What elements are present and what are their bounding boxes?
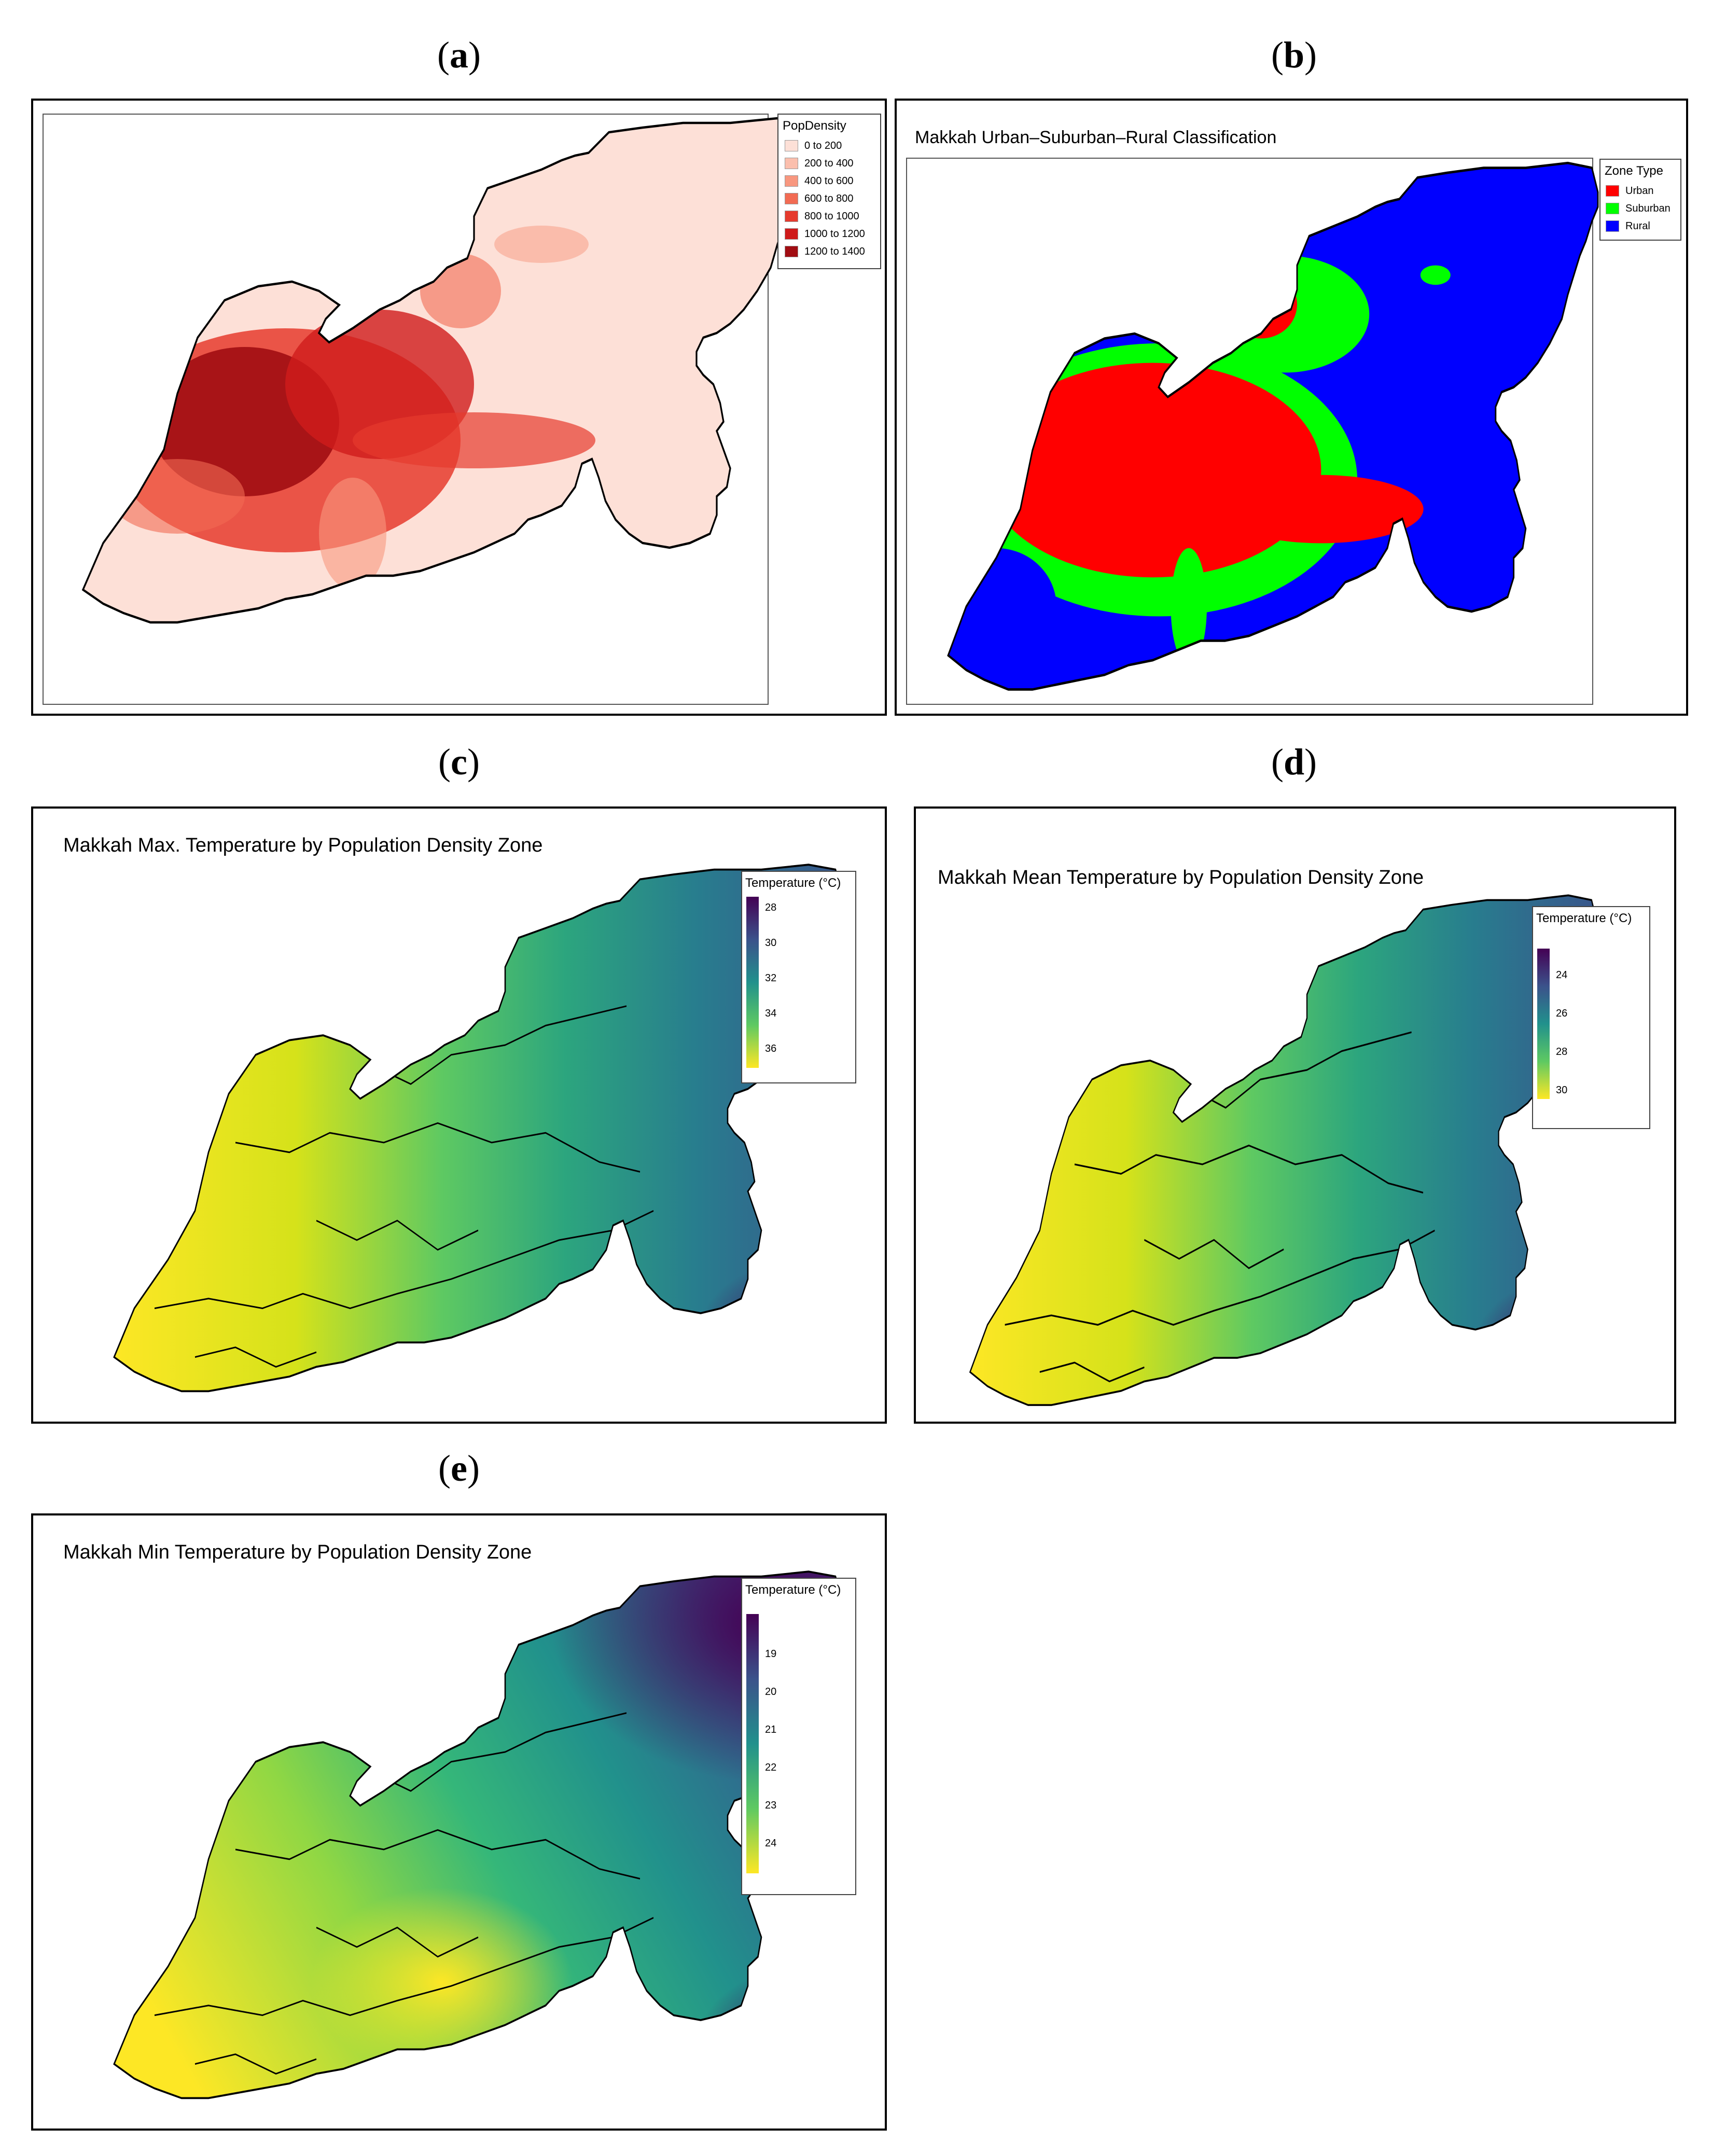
zone-legend-title: Zone Type [1605, 164, 1663, 178]
panel-c-title: Makkah Max. Temperature by Population De… [63, 834, 543, 856]
mean-temp-legend-title: Temperature (°C) [1536, 911, 1632, 925]
legend-swatch [1606, 220, 1619, 232]
panel-e-frame: Makkah Min Temperature by Population Den… [31, 1513, 887, 2131]
max-temperature-map [113, 864, 843, 1393]
max-temp-tick: 28 [759, 902, 777, 913]
min-temperature-map [113, 1570, 843, 2099]
panel-b-map-box [906, 158, 1593, 705]
legend-swatch [1606, 203, 1619, 214]
panel-letter-c: (c) [438, 741, 480, 783]
panel-d-title: Makkah Mean Temperature by Population De… [938, 867, 1424, 888]
popdensity-legend-item: 0 to 200 [785, 140, 842, 152]
max-temp-tick: 30 [759, 937, 777, 949]
min-temp-tick: 21 [759, 1724, 777, 1735]
max-temp-colorbar [746, 897, 759, 1068]
mean-temp-legend: Temperature (°C) 24 26 28 30 [1532, 906, 1650, 1129]
legend-swatch [785, 211, 798, 222]
mean-temp-tick: 24 [1550, 969, 1568, 981]
zone-classification-map [907, 159, 1594, 706]
population-density-map [44, 115, 770, 706]
popdensity-legend-item: 1000 to 1200 [785, 228, 865, 240]
panel-a-map-box [43, 114, 769, 705]
min-temp-tick: 23 [759, 1800, 777, 1811]
legend-swatch [785, 140, 798, 151]
panel-c-frame: Makkah Max. Temperature by Population De… [31, 806, 887, 1424]
mean-temp-colorbar [1537, 949, 1550, 1099]
max-temp-tick: 32 [759, 972, 777, 984]
min-temp-legend: Temperature (°C) 19 20 21 22 23 24 [741, 1578, 856, 1895]
panel-d-frame: Makkah Mean Temperature by Population De… [914, 806, 1676, 1424]
max-temp-tick: 36 [759, 1043, 777, 1054]
popdensity-legend-item: 600 to 800 [785, 192, 854, 205]
zone-legend-item: Urban [1606, 185, 1653, 197]
min-temp-tick: 19 [759, 1648, 777, 1660]
popdensity-legend: PopDensity 0 to 200 200 to 400 400 to 60… [777, 114, 881, 269]
popdensity-legend-item: 400 to 600 [785, 175, 854, 187]
panel-e-title: Makkah Min Temperature by Population Den… [63, 1541, 532, 1563]
legend-swatch [1606, 185, 1619, 197]
popdensity-legend-title: PopDensity [783, 119, 846, 133]
panel-letter-d: (d) [1271, 741, 1317, 783]
legend-swatch [785, 228, 798, 240]
panel-b-frame: Makkah Urban–Suburban–Rural Classificati… [895, 99, 1688, 716]
popdensity-legend-item: 1200 to 1400 [785, 245, 865, 258]
mean-temp-tick: 28 [1550, 1046, 1568, 1058]
legend-swatch [785, 246, 798, 257]
legend-swatch [785, 158, 798, 169]
min-temp-tick: 22 [759, 1762, 777, 1773]
zone-legend: Zone Type Urban Suburban Rural [1599, 159, 1681, 241]
min-temp-colorbar [746, 1614, 759, 1873]
panel-b-title: Makkah Urban–Suburban–Rural Classificati… [915, 128, 1277, 147]
panel-a-frame: PopDensity 0 to 200 200 to 400 400 to 60… [31, 99, 887, 716]
min-temp-tick: 20 [759, 1686, 777, 1698]
mean-temperature-map [969, 894, 1598, 1406]
min-temp-tick: 24 [759, 1838, 777, 1849]
legend-swatch [785, 193, 798, 204]
mean-temp-tick: 30 [1550, 1084, 1568, 1096]
zone-legend-item: Suburban [1606, 202, 1671, 215]
panel-letter-e: (e) [438, 1448, 480, 1489]
popdensity-legend-item: 200 to 400 [785, 157, 854, 170]
max-temp-legend: Temperature (°C) 28 30 32 34 36 [741, 871, 856, 1083]
panel-letter-a: (a) [437, 34, 481, 76]
panel-letter-b: (b) [1271, 34, 1317, 76]
min-temp-legend-title: Temperature (°C) [745, 1583, 841, 1597]
max-temp-legend-title: Temperature (°C) [745, 876, 841, 890]
zone-legend-item: Rural [1606, 220, 1650, 232]
max-temp-tick: 34 [759, 1008, 777, 1019]
legend-swatch [785, 175, 798, 187]
popdensity-legend-item: 800 to 1000 [785, 210, 859, 222]
mean-temp-tick: 26 [1550, 1008, 1568, 1019]
